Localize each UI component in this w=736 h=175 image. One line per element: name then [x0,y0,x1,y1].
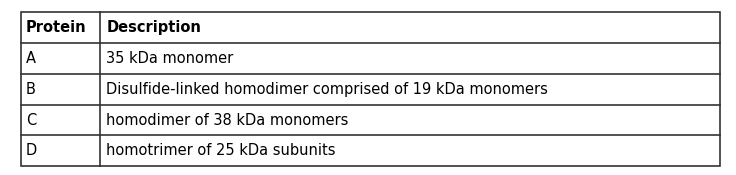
Text: C: C [26,113,36,128]
Bar [21,12,720,166]
Text: Description: Description [106,20,201,35]
Text: Protein: Protein [26,20,86,35]
Text: homotrimer of 25 kDa subunits: homotrimer of 25 kDa subunits [106,143,336,158]
Text: 35 kDa monomer: 35 kDa monomer [106,51,233,66]
Text: B: B [26,82,35,97]
Text: Disulfide-linked homodimer comprised of 19 kDa monomers: Disulfide-linked homodimer comprised of … [106,82,548,97]
Text: A: A [26,51,36,66]
Text: homodimer of 38 kDa monomers: homodimer of 38 kDa monomers [106,113,349,128]
Text: D: D [26,143,37,158]
